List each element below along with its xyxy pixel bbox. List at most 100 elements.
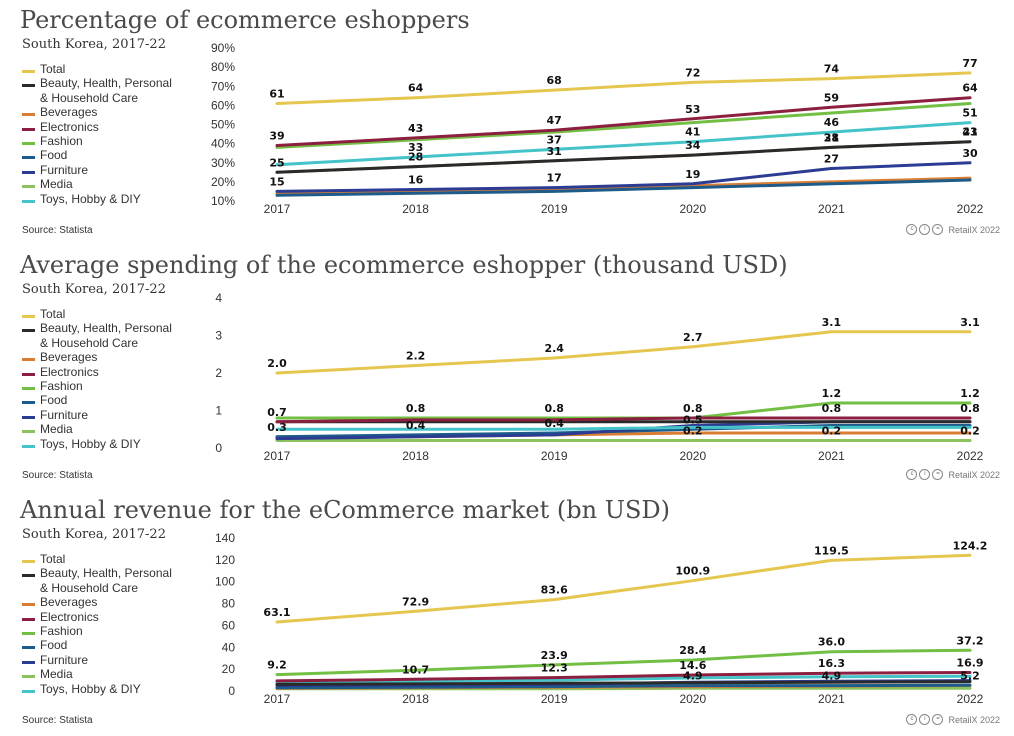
x-tick-label: 2021 xyxy=(818,202,845,216)
series-line xyxy=(275,178,972,197)
series-line xyxy=(275,140,972,174)
x-tick-label: 2020 xyxy=(679,202,706,216)
data-label: 72.9 xyxy=(402,595,429,608)
data-label: 77 xyxy=(962,57,977,70)
y-tick-label: 0 xyxy=(215,441,222,455)
x-tick-label: 2022 xyxy=(957,692,984,706)
y-tick-label: 10% xyxy=(211,194,235,208)
x-tick-label: 2020 xyxy=(679,449,706,463)
line-chart: 90% 80% 70% 60% 50% 40% 30% 20% 10% 2017 2018 2019 2… xyxy=(211,41,984,216)
y-tick-label: 70% xyxy=(211,79,235,93)
data-label: 23.9 xyxy=(541,649,568,662)
series-line xyxy=(275,161,972,193)
data-label: 1.2 xyxy=(960,387,980,400)
data-label: 47 xyxy=(547,114,562,127)
legend-item: Beauty, Health, Personal & Household Care xyxy=(22,566,172,595)
legend-swatch xyxy=(22,632,35,636)
data-label: 64 xyxy=(408,82,424,95)
legend-item: Beverages xyxy=(22,595,172,609)
data-label: 0.2 xyxy=(960,425,980,438)
x-tick-label: 2018 xyxy=(402,692,429,706)
data-label: 63.1 xyxy=(263,606,290,619)
data-label: 0.8 xyxy=(406,402,426,415)
data-label: 10.7 xyxy=(402,663,429,676)
y-tick-label: 20 xyxy=(222,662,236,676)
legend-item: Media xyxy=(22,422,172,436)
y-tick-label: 80% xyxy=(211,60,235,74)
x-tick-label: 2017 xyxy=(264,202,291,216)
legend-swatch xyxy=(22,156,35,160)
data-label: 0.4 xyxy=(544,417,564,430)
legend-item: Food xyxy=(22,393,172,407)
data-label: 41 xyxy=(962,126,977,139)
legend-swatch xyxy=(22,574,35,578)
chart-subtitle: South Korea, 2017-22 xyxy=(22,527,166,542)
chart-title: Annual revenue for the eCommerce market … xyxy=(20,496,670,524)
y-tick-label: 140 xyxy=(215,531,235,545)
legend-swatch xyxy=(22,646,35,650)
y-tick-label: 60% xyxy=(211,98,235,112)
data-label: 68 xyxy=(547,74,562,87)
legend: Total Beauty, Health, Personal & Househol… xyxy=(22,307,172,451)
legend-item: Electronics xyxy=(22,610,172,624)
data-label: 83.6 xyxy=(541,584,568,597)
legend-item: Electronics xyxy=(22,120,172,134)
x-tick-label: 2019 xyxy=(541,692,568,706)
data-label: 1.2 xyxy=(822,387,842,400)
source-note: Source: Statista xyxy=(22,470,93,481)
data-label: 0.7 xyxy=(267,406,287,419)
legend: Total Beauty, Health, Personal & Househol… xyxy=(22,552,172,696)
data-label: 34 xyxy=(685,139,701,152)
legend-swatch xyxy=(22,401,35,405)
data-label: 25 xyxy=(269,156,284,169)
legend-swatch xyxy=(22,660,35,664)
legend-item: Food xyxy=(22,148,172,162)
series-line xyxy=(275,425,972,431)
x-tick-label: 2022 xyxy=(957,202,984,216)
legend-item: Electronics xyxy=(22,365,172,379)
series-line xyxy=(275,416,972,424)
data-label: 4.9 xyxy=(822,670,842,683)
legend-swatch xyxy=(22,387,35,391)
legend-swatch xyxy=(22,603,35,607)
data-label: 0.8 xyxy=(960,402,980,415)
data-label: 38 xyxy=(824,131,839,144)
data-label: 37.2 xyxy=(956,634,983,647)
legend-item: Total xyxy=(22,552,172,566)
data-label: 17 xyxy=(547,172,562,185)
legend-swatch xyxy=(22,199,35,203)
legend-item: Total xyxy=(22,307,172,321)
data-label: 31 xyxy=(547,145,562,158)
series-line xyxy=(275,96,972,147)
chart-subtitle: South Korea, 2017-22 xyxy=(22,37,166,52)
y-tick-label: 60 xyxy=(222,618,236,632)
data-label: 2.2 xyxy=(406,350,426,363)
y-tick-label: 20% xyxy=(211,175,235,189)
data-label: 3.1 xyxy=(822,316,842,329)
data-label: 59 xyxy=(824,91,839,104)
data-label: 23 xyxy=(962,126,977,139)
data-label: 100.9 xyxy=(675,565,710,578)
data-label: 5.2 xyxy=(960,669,980,682)
data-label: 16.9 xyxy=(956,657,983,670)
series-line xyxy=(275,330,972,375)
x-tick-label: 2017 xyxy=(264,449,291,463)
legend-item: Food xyxy=(22,638,172,652)
data-label: 36.0 xyxy=(818,636,845,649)
data-label: 27 xyxy=(824,152,839,165)
x-tick-label: 2021 xyxy=(818,449,845,463)
legend-swatch xyxy=(22,358,35,362)
legend-swatch xyxy=(22,689,35,693)
data-label: 124.2 xyxy=(953,539,988,552)
legend-swatch xyxy=(22,329,35,333)
data-label: 14.6 xyxy=(679,659,706,672)
legend-swatch xyxy=(22,430,35,434)
y-tick-label: 80 xyxy=(222,597,236,611)
data-label: 28.4 xyxy=(679,644,706,657)
legend-item: Furniture xyxy=(22,163,172,177)
chart-subtitle: South Korea, 2017-22 xyxy=(22,282,166,297)
y-tick-label: 30% xyxy=(211,156,235,170)
y-tick-label: 50% xyxy=(211,118,235,132)
noderivs-icon: = xyxy=(932,714,944,725)
line-chart: 140 120 100 80 60 40 20 0 2017 2018 2019 2020 2021 20… xyxy=(215,531,988,706)
